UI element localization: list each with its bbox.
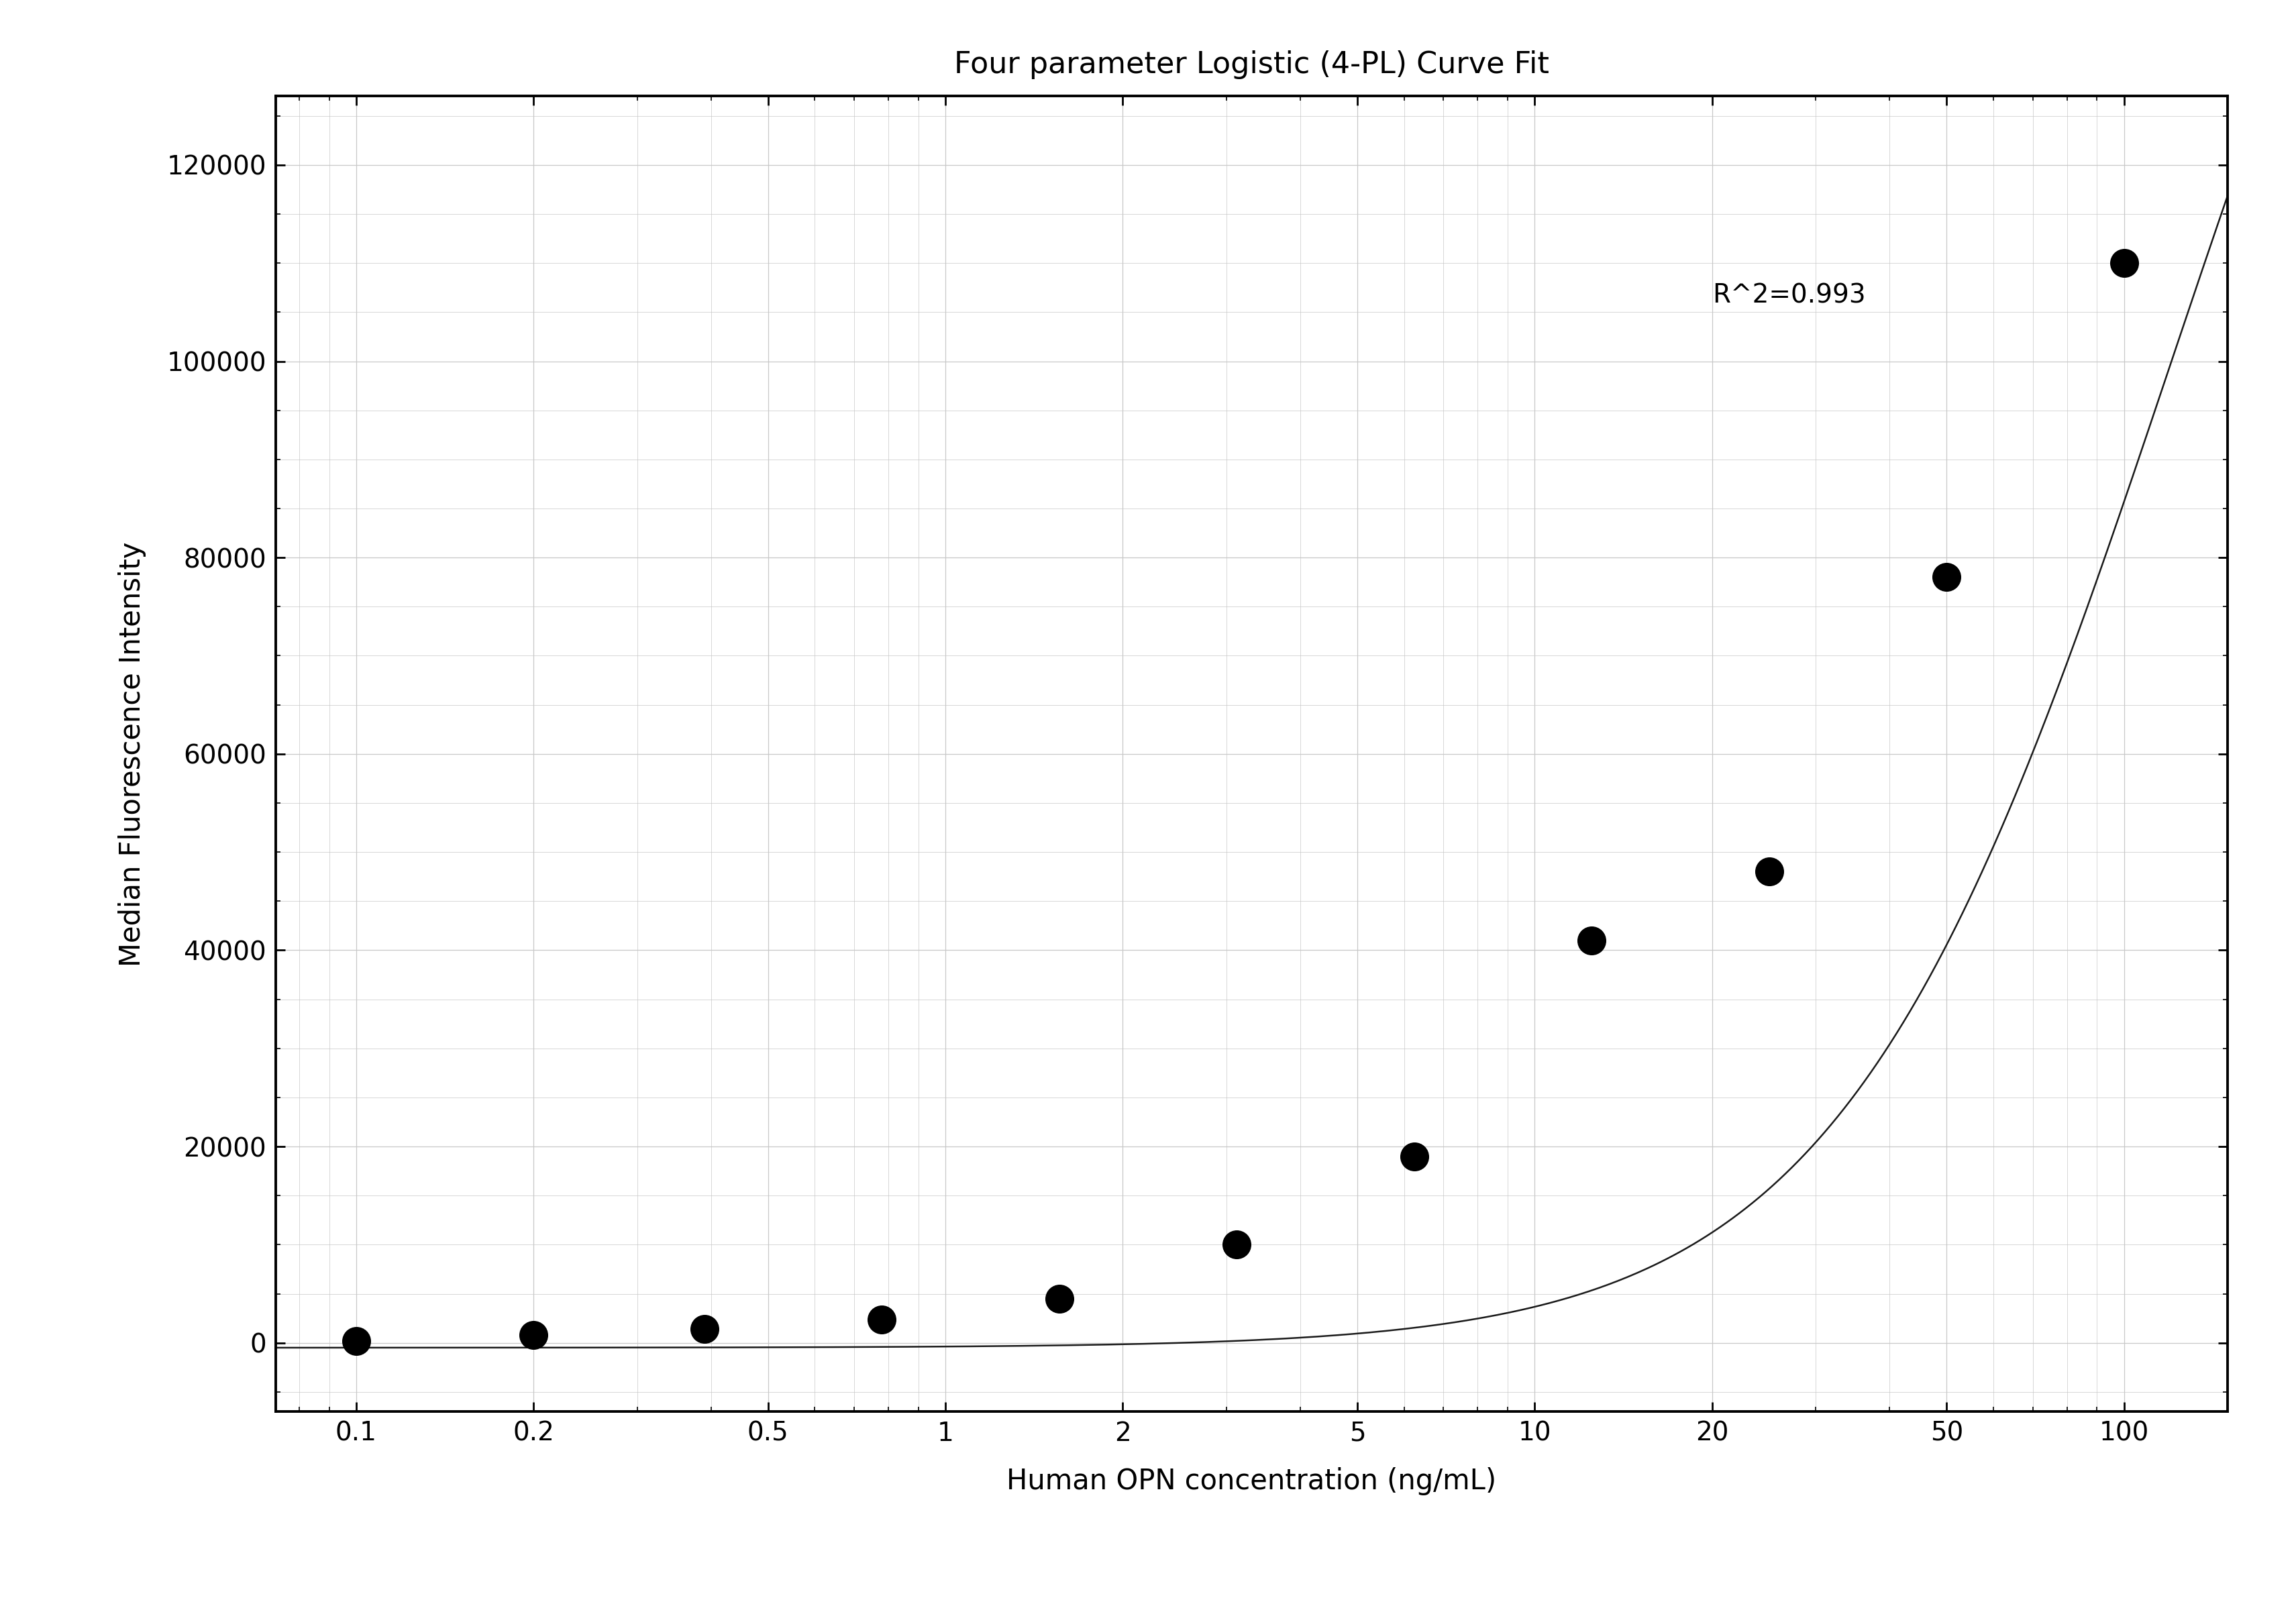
Point xyxy=(338,1328,374,1354)
Title: Four parameter Logistic (4-PL) Curve Fit: Four parameter Logistic (4-PL) Curve Fit xyxy=(953,50,1550,79)
Point xyxy=(2105,250,2142,276)
Y-axis label: Median Fluorescence Intensity: Median Fluorescence Intensity xyxy=(117,542,147,966)
Point xyxy=(1217,1232,1254,1258)
Text: R^2=0.993: R^2=0.993 xyxy=(1711,282,1864,308)
Point xyxy=(1396,1144,1433,1169)
Point xyxy=(1750,858,1786,884)
Point xyxy=(687,1317,723,1343)
Point xyxy=(1573,927,1609,953)
Point xyxy=(863,1306,900,1331)
X-axis label: Human OPN concentration (ng/mL): Human OPN concentration (ng/mL) xyxy=(1006,1466,1497,1495)
Point xyxy=(514,1322,551,1347)
Point xyxy=(1040,1286,1077,1312)
Point xyxy=(1929,565,1965,590)
